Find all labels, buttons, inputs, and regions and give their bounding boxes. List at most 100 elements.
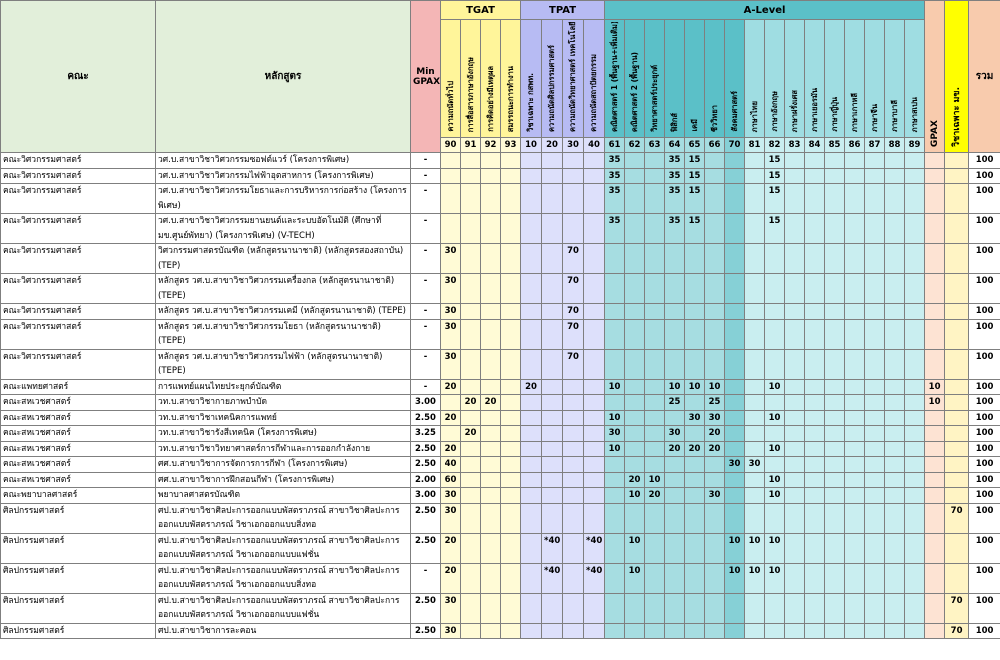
score-cell — [804, 622, 826, 639]
score-cell — [480, 502, 501, 534]
total-cell: 100 — [968, 348, 1000, 380]
score-cell — [844, 532, 866, 564]
score-cell: 35 — [664, 183, 686, 214]
score-cell — [764, 592, 786, 624]
score-cell — [644, 378, 666, 395]
score-cell — [644, 562, 666, 594]
score-cell — [724, 622, 746, 639]
score-cell — [904, 471, 926, 488]
gpax-cell — [924, 622, 946, 639]
score-cell — [744, 487, 766, 504]
score-cell: 10 — [664, 378, 686, 395]
score-cell — [460, 273, 481, 304]
program-cell: พยาบาลศาสตรบัณฑิต — [155, 487, 411, 504]
subject-code-header: 86 — [844, 137, 866, 153]
score-cell — [562, 592, 585, 624]
total-header: รวม — [968, 0, 1000, 153]
score-cell — [884, 532, 906, 564]
gpax-cell: 10 — [924, 378, 946, 395]
score-cell — [804, 471, 826, 488]
total-cell: 100 — [968, 167, 1000, 184]
subject-name: ความถนัดศิลปกรรมศาสตร์ — [547, 44, 557, 132]
score-cell — [804, 152, 826, 169]
score-cell — [884, 425, 906, 442]
score-cell — [499, 243, 522, 274]
score-cell — [644, 425, 666, 442]
score-cell — [804, 303, 826, 320]
score-cell — [520, 409, 543, 426]
score-cell — [784, 348, 806, 380]
score-cell — [520, 425, 543, 442]
score-cell: 30 — [440, 243, 461, 274]
score-cell — [644, 213, 666, 244]
score-cell — [562, 409, 585, 426]
score-cell — [704, 303, 726, 320]
score-cell: 35 — [604, 152, 626, 169]
score-cell — [824, 378, 846, 395]
score-cell — [541, 502, 564, 534]
min-gpax-cell: - — [410, 378, 441, 395]
subject-name-header: ภาษาญี่ปุ่น — [824, 19, 846, 138]
score-cell — [520, 303, 543, 320]
score-cell — [644, 167, 666, 184]
score-cell — [480, 425, 501, 442]
header-row: 90 91 92 93 10 20 30 40 61 62 63 64 65 66 70 81 82 83 84 85… — [1, 137, 1000, 153]
score-cell — [704, 622, 726, 639]
subject-name-header: ความถนัดทั่วไป — [440, 19, 461, 138]
score-cell: 15 — [684, 183, 706, 214]
min-gpax-cell: - — [410, 243, 441, 274]
score-cell: 10 — [724, 562, 746, 594]
table-header: คณะ หลักสูตร Min GPAX TGAT TPAT A-Level GPAX วิ… — [0, 0, 1000, 153]
score-cell — [644, 303, 666, 320]
score-cell — [684, 425, 706, 442]
score-cell — [864, 440, 886, 457]
gpax-cell — [924, 425, 946, 442]
score-cell — [764, 394, 786, 411]
score-cell: 10 — [764, 409, 786, 426]
score-cell — [784, 213, 806, 244]
score-cell — [744, 502, 766, 534]
subject-code-header: 85 — [824, 137, 846, 153]
score-cell — [562, 440, 585, 457]
score-cell: 20 — [664, 440, 686, 457]
table-row: คณะวิศวกรรมศาสตร์ วศ.บ.สาขาวิชาวิศวกรรมซอ… — [0, 152, 1000, 169]
score-cell — [583, 318, 606, 350]
special-cell — [944, 273, 970, 304]
score-cell — [520, 592, 543, 624]
score-cell — [520, 183, 543, 214]
score-cell — [884, 318, 906, 350]
score-cell — [784, 487, 806, 504]
score-cell — [460, 487, 481, 504]
score-cell — [499, 440, 522, 457]
score-cell — [904, 348, 926, 380]
gpax-cell — [924, 471, 946, 488]
table-row: คณะพยาบาลศาสตร์ พยาบาลศาสตรบัณฑิต 3.00 30 10… — [0, 487, 1000, 504]
score-cell — [884, 487, 906, 504]
score-cell — [583, 592, 606, 624]
score-cell — [460, 378, 481, 395]
score-cell — [520, 348, 543, 380]
score-cell: 10 — [604, 440, 626, 457]
score-cell — [904, 456, 926, 473]
score-cell — [844, 183, 866, 214]
score-cell — [784, 622, 806, 639]
score-cell: 10 — [684, 378, 706, 395]
subject-name-header: คณิตศาสตร์ 2 (พื้นฐาน) — [624, 19, 646, 138]
score-cell — [541, 409, 564, 426]
score-cell — [664, 532, 686, 564]
subject-code-header: 93 — [499, 137, 522, 153]
score-cell — [604, 487, 626, 504]
score-cell — [724, 348, 746, 380]
score-cell — [604, 273, 626, 304]
score-cell — [904, 562, 926, 594]
score-cell — [864, 303, 886, 320]
score-cell — [744, 303, 766, 320]
score-cell — [499, 183, 522, 214]
score-cell — [744, 471, 766, 488]
score-cell: 10 — [764, 532, 786, 564]
score-cell — [784, 409, 806, 426]
special-cell — [944, 183, 970, 214]
gpax-cell — [924, 348, 946, 380]
score-cell: 10 — [764, 471, 786, 488]
faculty-cell: คณะวิศวกรรมศาสตร์ — [0, 183, 156, 214]
